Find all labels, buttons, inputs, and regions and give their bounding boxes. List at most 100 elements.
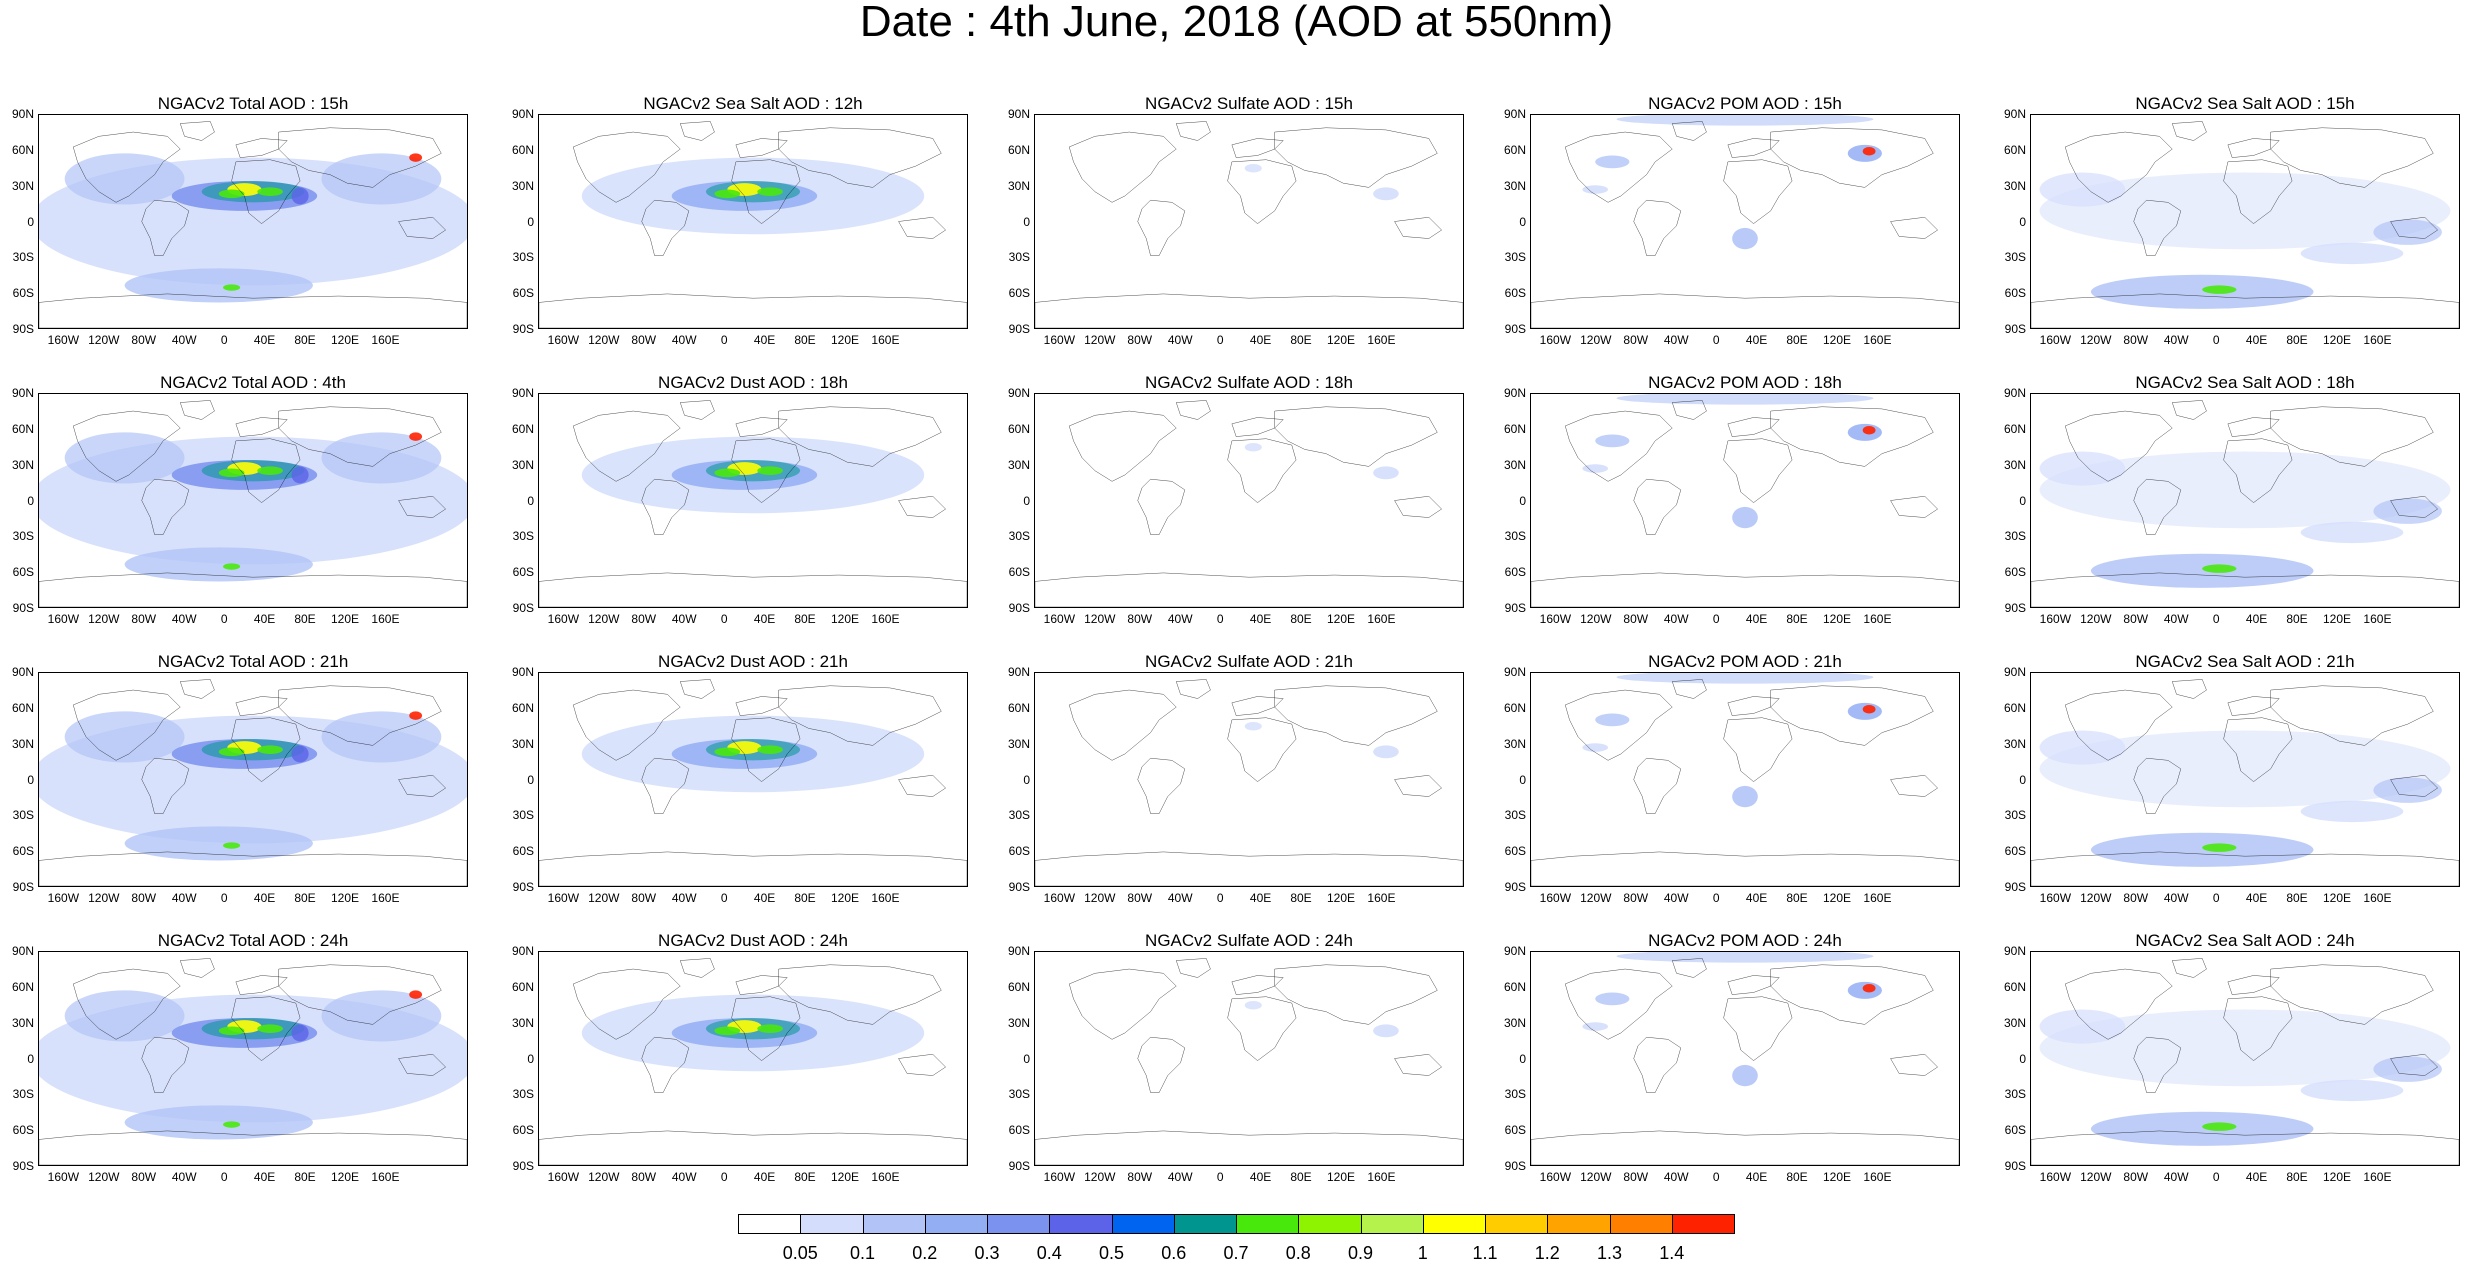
lon-tick-label: 80E [1290,891,1312,905]
aod-region [1732,227,1758,250]
coastline [2224,439,2292,503]
coastline [1728,696,1779,715]
aod-map [1035,394,1463,607]
lon-tick-label: 80E [1786,612,1808,626]
coastline [180,400,214,419]
lon-tick-label: 0 [1712,612,1720,626]
lon-tick-label: 120E [331,1170,360,1184]
panel-title: NGACv2 Total AOD : 21h [157,652,349,671]
lat-tick-label: 90S [12,322,34,336]
lon-tick-label: 160W [2039,333,2072,347]
coastline [1232,975,1283,994]
coastline [73,132,180,202]
lon-tick-label: 40E [1249,333,1272,347]
aod-region [124,268,313,303]
coastline [1891,1054,1938,1075]
aod-region [2039,451,2451,529]
lon-tick-label: 40E [1745,333,1768,347]
lat-tick-label: 60S [512,286,534,301]
aod-region [223,1121,241,1128]
lat-tick-label: 60N [2003,979,2026,994]
coastline [1232,138,1283,157]
aod-region [223,563,241,570]
coastline [899,496,946,517]
lon-tick-label: 120E [2323,333,2352,347]
coastline [2224,718,2292,782]
coastline [573,411,680,481]
colorbar-swatch [1547,1214,1611,1234]
map-frame [2030,114,2460,329]
lon-tick-label: 80E [794,612,816,626]
coastline [1069,690,1176,760]
aod-region [1373,1024,1399,1038]
lon-tick-label: 0 [720,1170,728,1184]
coastline [39,1131,467,1165]
coastline [1634,1037,1681,1092]
coastline [73,411,180,481]
panel-title: NGACv2 Total AOD : 15h [157,94,349,113]
lat-tick-label: 90S [1008,601,1030,615]
lon-tick-label: 0 [720,612,728,626]
lat-tick-label: 60N [11,142,34,157]
lat-tick-label: 90N [1007,107,1030,121]
lat-tick-label: 60S [2004,286,2026,301]
lat-tick-label: 90N [2003,665,2026,679]
lon-tick-label: 160E [371,891,400,905]
coastline [1531,294,1959,328]
lat-tick-label: 0 [27,772,34,787]
lon-tick-label: 120E [1327,891,1356,905]
aod-region [1595,434,1630,448]
lat-tick-label: 90S [2004,880,2026,894]
coastline [1275,407,1438,467]
lat-tick-label: 0 [27,493,34,508]
aod-region [257,745,283,754]
lon-tick-label: 120W [1084,333,1116,347]
coastline [1069,132,1176,202]
coastline [1531,573,1959,607]
lon-tick-label: 0 [220,1170,228,1184]
lat-tick-label: 30N [2003,1015,2026,1030]
lat-tick-label: 30S [2004,529,2026,544]
lat-tick-label: 30S [2004,250,2026,265]
aod-region [714,747,741,757]
lat-tick-label: 60S [2004,565,2026,580]
aod-region [757,745,783,754]
colorbar-label: 0.3 [974,1243,1000,1263]
lon-tick-label: 80W [2123,891,2149,905]
lon-tick-label: 160W [47,1170,80,1184]
lon-tick-label: 0 [1712,333,1720,347]
lon-tick-label: 40E [2245,1170,2268,1184]
coastline [236,138,287,157]
aod-region [124,547,313,582]
coastline [1672,400,1706,419]
lat-tick-label: 60N [511,979,534,994]
aod-region [409,153,423,162]
lon-tick-label: 160W [2039,1170,2072,1184]
coastline [1069,411,1176,481]
coastline [2031,294,2459,328]
lon-tick-label: 160W [1043,891,1076,905]
aod-region [2300,521,2404,544]
lon-tick-label: 0 [720,333,728,347]
lat-tick-label: 90S [512,322,534,336]
coastline [1724,997,1792,1061]
aod-map [39,952,467,1165]
lat-tick-label: 90S [1008,880,1030,894]
lat-tick-label: 60N [511,142,534,157]
lon-tick-label: 120W [1580,891,1612,905]
panel-title: NGACv2 Sulfate AOD : 21h [1145,652,1353,671]
lat-tick-label: 30S [12,808,34,823]
aod-region [291,187,309,205]
lat-tick-label: 90N [2003,107,2026,121]
lon-tick-label: 40W [2163,333,2189,347]
lon-tick-label: 40W [1663,1170,1689,1184]
lon-tick-label: 160E [1367,333,1396,347]
colorbar-swatch [1422,1214,1486,1234]
aod-region [1595,992,1630,1006]
aod-region [321,711,442,763]
aod-map [39,673,467,886]
lat-tick-label: 30S [512,529,534,544]
coastline [779,407,942,467]
lat-tick-label: 30N [2003,736,2026,751]
coastline [2065,132,2172,202]
